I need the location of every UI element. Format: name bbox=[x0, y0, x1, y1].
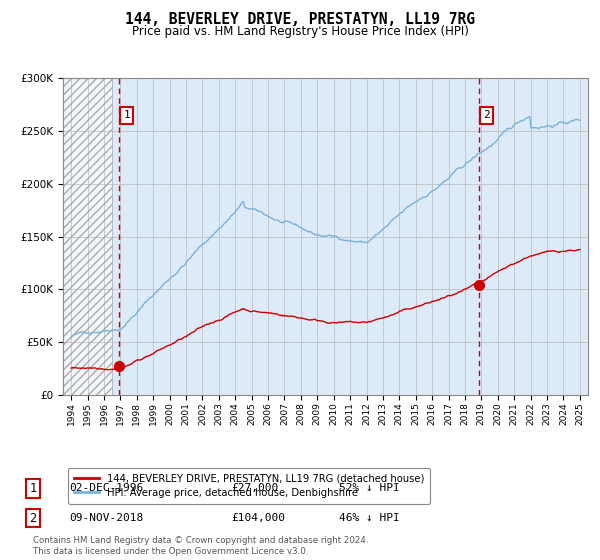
Text: £27,000: £27,000 bbox=[231, 483, 278, 493]
Legend: 144, BEVERLEY DRIVE, PRESTATYN, LL19 7RG (detached house), HPI: Average price, d: 144, BEVERLEY DRIVE, PRESTATYN, LL19 7RG… bbox=[68, 468, 430, 504]
Text: 46% ↓ HPI: 46% ↓ HPI bbox=[339, 513, 400, 523]
Text: Contains HM Land Registry data © Crown copyright and database right 2024.
This d: Contains HM Land Registry data © Crown c… bbox=[33, 536, 368, 556]
Text: 144, BEVERLEY DRIVE, PRESTATYN, LL19 7RG: 144, BEVERLEY DRIVE, PRESTATYN, LL19 7RG bbox=[125, 12, 475, 27]
Text: 1: 1 bbox=[123, 110, 130, 120]
Text: 1: 1 bbox=[29, 482, 37, 495]
Text: 52% ↓ HPI: 52% ↓ HPI bbox=[339, 483, 400, 493]
Text: 09-NOV-2018: 09-NOV-2018 bbox=[69, 513, 143, 523]
Text: 2: 2 bbox=[29, 511, 37, 525]
Text: 2: 2 bbox=[483, 110, 490, 120]
Text: 02-DEC-1996: 02-DEC-1996 bbox=[69, 483, 143, 493]
Text: Price paid vs. HM Land Registry's House Price Index (HPI): Price paid vs. HM Land Registry's House … bbox=[131, 25, 469, 38]
Text: £104,000: £104,000 bbox=[231, 513, 285, 523]
